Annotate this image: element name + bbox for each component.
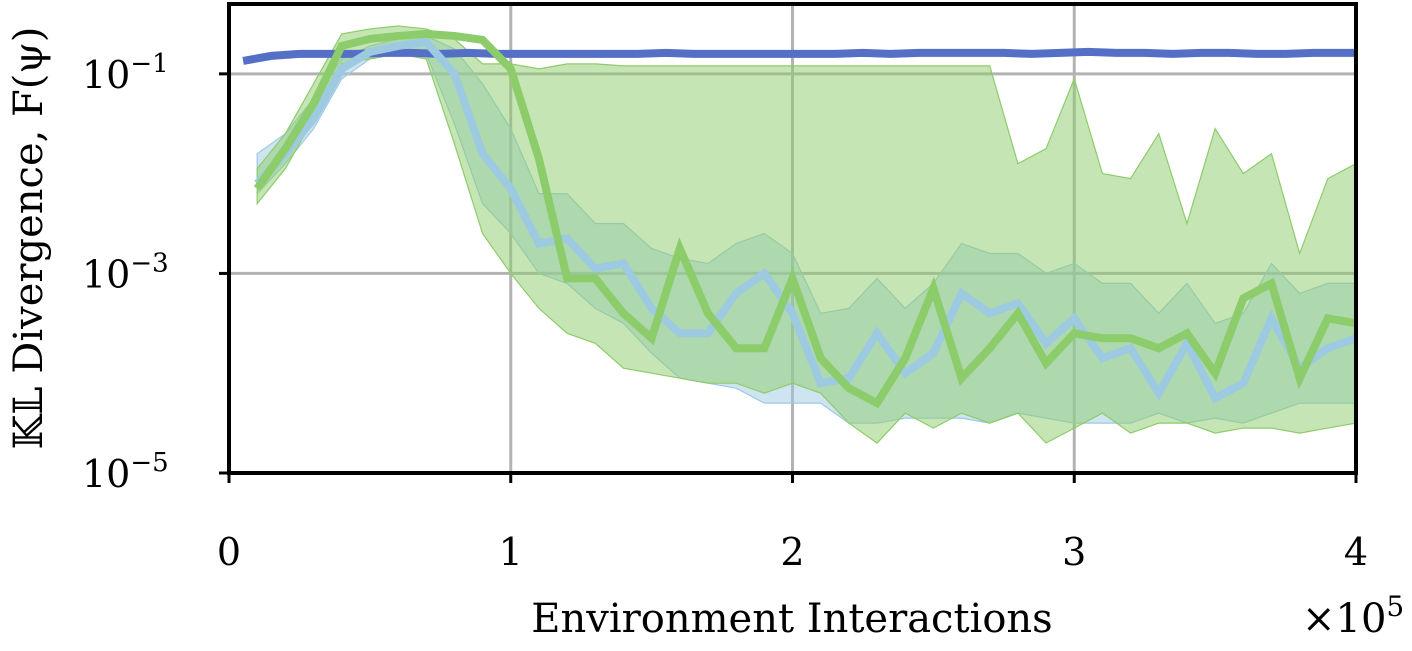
y-tick-exp-0: −1 bbox=[130, 49, 168, 79]
x-axis-multiplier: ×105 bbox=[1302, 590, 1404, 642]
x-tick-label-2: 2 bbox=[780, 530, 804, 574]
series-2-line bbox=[253, 29, 1357, 409]
y-tick-base-1: 10 bbox=[82, 252, 130, 296]
y-tick-base-2: 10 bbox=[82, 452, 130, 496]
x-tick-label-4: 4 bbox=[1344, 530, 1368, 574]
x-tick-labels: 0 1 2 3 4 bbox=[217, 473, 1368, 574]
y-tick-labels: 10−110−310−5 bbox=[82, 49, 229, 496]
confidence-bands bbox=[256, 25, 1357, 444]
y-tick-exp-1: −3 bbox=[130, 248, 168, 278]
y-tick-label-0: 10−1 bbox=[82, 49, 169, 97]
y-axis-label: 𝕂𝕃 Divergence, F(ψ) bbox=[6, 27, 52, 450]
y-tick-base-0: 10 bbox=[82, 53, 130, 97]
series-lines bbox=[242, 29, 1358, 409]
y-tick-exp-2: −5 bbox=[130, 448, 168, 478]
x-axis-label: Environment Interactions bbox=[531, 596, 1052, 642]
x-multiplier-exp: 5 bbox=[1386, 590, 1404, 623]
x-tick-label-0: 0 bbox=[217, 530, 241, 574]
series-1-line bbox=[254, 37, 1358, 404]
x-tick-label-3: 3 bbox=[1062, 530, 1086, 574]
series-2-band bbox=[256, 25, 1357, 444]
x-multiplier-base: ×10 bbox=[1302, 596, 1386, 642]
y-tick-label-2: 10−5 bbox=[82, 448, 169, 496]
y-tick-label-1: 10−3 bbox=[82, 248, 169, 296]
x-tick-label-1: 1 bbox=[499, 530, 523, 574]
series-0-line bbox=[242, 47, 1356, 65]
